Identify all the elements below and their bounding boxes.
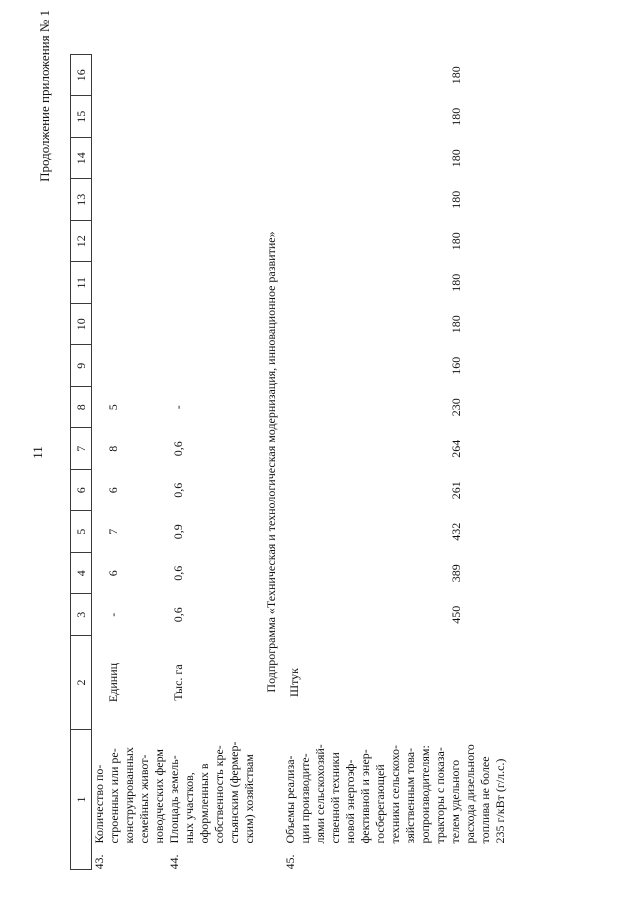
- value-cell: 0,6: [171, 482, 185, 498]
- column-number-cell: 5: [70, 511, 92, 553]
- value-cell: [167, 304, 257, 346]
- unit-cell: Штук: [287, 667, 301, 698]
- value-cell: [92, 345, 168, 387]
- value-cell: 180: [449, 149, 463, 168]
- unit-cell: Тыс. га: [171, 664, 185, 701]
- unit-cell: Единиц: [106, 662, 120, 703]
- indicator-name: Объемы реализа- ции производите- лями се…: [283, 744, 507, 844]
- column-number-cell: 2: [70, 635, 92, 730]
- value-cell: [167, 221, 257, 263]
- value-cell: 180: [449, 232, 463, 251]
- column-number-cell: 11: [70, 262, 92, 304]
- value-cell: [92, 179, 168, 221]
- indicators-table: 1 2 3 4 5 6 7 8 9 10 11 12 13 14 15 16: [70, 54, 508, 870]
- row-number: 44.: [167, 854, 181, 870]
- column-number-cell: 1: [70, 729, 92, 870]
- value-cell: 0,6: [171, 565, 185, 581]
- value-cell: [92, 221, 168, 263]
- subprogram-title: Подпрограмма «Техническая и технологичес…: [264, 231, 278, 693]
- value-cell: 180: [449, 273, 463, 292]
- value-cell: 160: [449, 356, 463, 375]
- column-number-cell: 8: [70, 386, 92, 428]
- column-number-header-row: 1 2 3 4 5 6 7 8 9 10 11 12 13 14 15 16: [70, 54, 92, 870]
- value-cell: 0,6: [171, 607, 185, 623]
- value-cell: 180: [449, 107, 463, 126]
- value-cell: [92, 96, 168, 138]
- value-cell: 450: [449, 605, 463, 624]
- value-cell: 264: [449, 439, 463, 458]
- column-number-cell: 7: [70, 428, 92, 470]
- value-cell: [167, 179, 257, 221]
- indicator-name: Количество по- строенных или ре- констру…: [92, 747, 166, 844]
- column-number-cell: 3: [70, 594, 92, 636]
- value-cell: 7: [106, 528, 120, 535]
- value-cell: 180: [449, 190, 463, 209]
- value-cell: [92, 304, 168, 346]
- row-number: 43.: [92, 854, 106, 870]
- value-cell: 0,6: [171, 441, 185, 457]
- column-number-cell: 14: [70, 137, 92, 179]
- value-cell: 180: [449, 66, 463, 85]
- column-number-cell: 15: [70, 96, 92, 138]
- value-cell: -: [171, 405, 185, 410]
- value-cell: 261: [449, 481, 463, 500]
- value-cell: 6: [106, 487, 120, 494]
- value-cell: [167, 345, 257, 387]
- table-row-45: 45. Объемы реализа- ции производите- лям…: [283, 55, 508, 870]
- value-cell: [167, 138, 257, 180]
- value-cell: 389: [449, 564, 463, 583]
- column-number-cell: 4: [70, 552, 92, 594]
- value-cell: 432: [449, 522, 463, 541]
- column-number-cell: 10: [70, 303, 92, 345]
- table-row-43: 43. Количество по- строенных или ре- кон…: [92, 55, 168, 870]
- appendix-continuation-note: Продолжение приложения № 1: [37, 10, 52, 182]
- row-number: 45.: [283, 854, 297, 870]
- value-cell: [92, 262, 168, 304]
- value-cell: [167, 262, 257, 304]
- value-cell: [167, 55, 257, 97]
- value-cell: 5: [106, 404, 120, 411]
- indicator-name: Площадь земель- ных участков, оформленны…: [167, 741, 256, 844]
- column-number-cell: 9: [70, 345, 92, 387]
- column-number-cell: 13: [70, 179, 92, 221]
- value-cell: -: [106, 612, 120, 617]
- column-number-cell: 6: [70, 469, 92, 511]
- subprogram-header-row: Подпрограмма «Техническая и технологичес…: [257, 55, 283, 870]
- value-cell: [92, 55, 168, 97]
- value-cell: 6: [106, 570, 120, 577]
- column-number-cell: 12: [70, 220, 92, 262]
- value-cell: [92, 138, 168, 180]
- value-cell: 180: [449, 315, 463, 334]
- value-cell: 8: [106, 445, 120, 452]
- value-cell: 0,9: [171, 524, 185, 540]
- table-row-44: 44. Площадь земель- ных участков, оформл…: [167, 55, 257, 870]
- value-cell: 230: [449, 398, 463, 417]
- value-cell: [167, 96, 257, 138]
- column-number-cell: 16: [70, 54, 92, 96]
